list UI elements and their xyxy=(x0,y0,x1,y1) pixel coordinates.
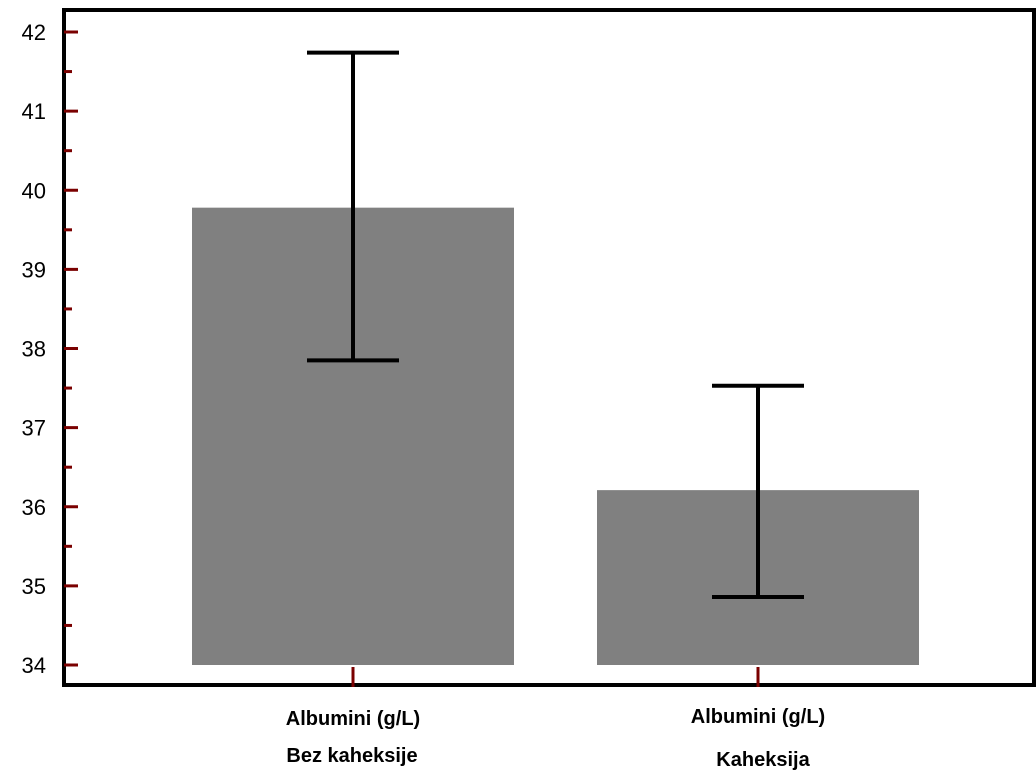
y-tick-label: 37 xyxy=(22,416,46,441)
category-label-line1: Albumini (g/L) xyxy=(286,708,420,730)
labels-layer: 34 35 36 37 38 39 40 41 42 Albumini (g/L) Bez kahe… xyxy=(22,20,826,771)
error-bars-layer xyxy=(307,50,804,599)
y-tick-label: 39 xyxy=(22,257,46,282)
y-tick-label: 35 xyxy=(22,574,46,599)
ticks-layer xyxy=(64,30,760,687)
y-tick-label: 38 xyxy=(22,337,46,362)
y-tick-label: 42 xyxy=(22,20,46,45)
bars-layer xyxy=(192,207,919,665)
y-tick-label: 36 xyxy=(22,495,46,520)
category-label-line1: Albumini (g/L) xyxy=(691,706,825,728)
y-tick-label: 34 xyxy=(22,653,46,678)
y-tick-label: 41 xyxy=(22,99,46,124)
category-label-line2: Bez kaheksije xyxy=(286,745,417,767)
y-tick-label: 40 xyxy=(22,178,46,203)
category-label-line2: Kaheksija xyxy=(716,749,810,771)
